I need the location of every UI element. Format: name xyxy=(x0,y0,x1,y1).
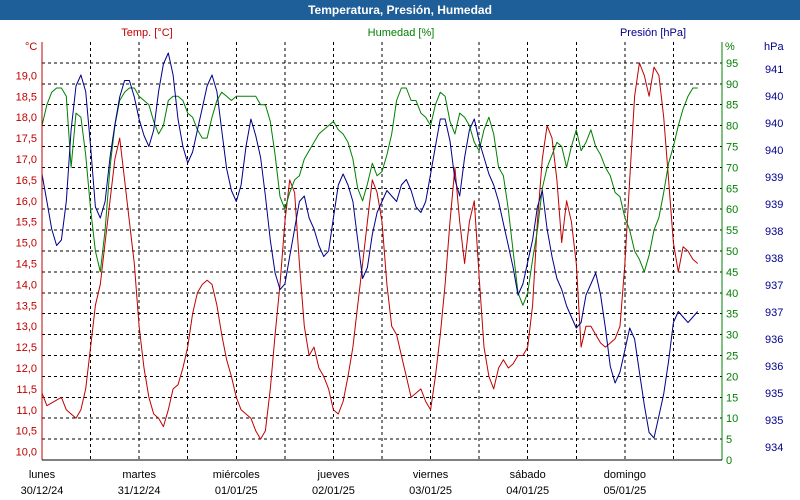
temperature-legend-label: Temp. [°C] xyxy=(121,27,172,39)
axes: 10,0 10,5 11,0 11,5 12,0 12,5 13,0 13,5 14,0 14,5… xyxy=(16,27,785,497)
humidity-tick-label: 35 xyxy=(726,309,738,321)
series-presi-n-hpa xyxy=(41,52,699,439)
temperature-tick-label: 10,0 xyxy=(16,447,37,459)
humidity-tick-label: 80 xyxy=(726,121,738,133)
pressure-tick-label: 940 xyxy=(765,91,783,103)
pressure-tick-label: 935 xyxy=(765,388,783,400)
temperature-tick-label: 12,0 xyxy=(16,363,37,375)
grid xyxy=(41,42,723,461)
x-tick-day-label: miércoles xyxy=(213,469,261,481)
chart-title: Temperatura, Presión, Humedad xyxy=(0,0,800,20)
x-tick-day-label: martes xyxy=(122,469,156,481)
pressure-tick-label: 938 xyxy=(765,253,783,265)
x-tick-date-label: 03/01/25 xyxy=(409,485,452,497)
humidity-tick-label: 5 xyxy=(726,434,732,446)
humidity-tick-label: 10 xyxy=(726,413,738,425)
temperature-tick-label: 12,5 xyxy=(16,342,37,354)
series-temp-c xyxy=(41,62,699,440)
humidity-tick-label: 75 xyxy=(726,142,738,154)
temperature-tick-label: 16,5 xyxy=(16,175,37,187)
temperature-tick-label: 17,0 xyxy=(16,154,37,166)
humidity-tick-label: 30 xyxy=(726,330,738,342)
x-tick-day-label: jueves xyxy=(317,469,350,481)
pressure-unit-label: hPa xyxy=(764,41,784,53)
humidity-unit-label: % xyxy=(725,41,735,53)
humidity-tick-label: 60 xyxy=(726,204,738,216)
humidity-tick-label: 20 xyxy=(726,371,738,383)
x-tick-date-label: 02/01/25 xyxy=(312,485,355,497)
x-tick-day-label: sábado xyxy=(510,469,546,481)
temperature-tick-label: 17,5 xyxy=(16,133,37,145)
x-tick-day-label: domingo xyxy=(604,469,646,481)
humidity-tick-label: 40 xyxy=(726,288,738,300)
humidity-tick-label: 70 xyxy=(726,162,738,174)
pressure-legend-label: Presión [hPa] xyxy=(620,27,686,39)
temperature-tick-label: 18,0 xyxy=(16,112,37,124)
pressure-tick-label: 937 xyxy=(765,307,783,319)
pressure-tick-label: 939 xyxy=(765,199,783,211)
x-tick-day-label: lunes xyxy=(29,469,56,481)
x-tick-date-label: 05/01/25 xyxy=(603,485,646,497)
humidity-tick-label: 25 xyxy=(726,351,738,363)
humidity-legend-label: Humedad [%] xyxy=(368,27,435,39)
temperature-tick-label: 18,5 xyxy=(16,91,37,103)
temperature-tick-label: 13,0 xyxy=(16,321,37,333)
temperature-tick-label: 13,5 xyxy=(16,300,37,312)
humidity-tick-label: 50 xyxy=(726,246,738,258)
pressure-tick-label: 936 xyxy=(765,361,783,373)
humidity-tick-label: 0 xyxy=(726,455,732,467)
humidity-tick-label: 85 xyxy=(726,100,738,112)
pressure-tick-label: 934 xyxy=(765,442,783,454)
temperature-tick-label: 10,5 xyxy=(16,426,37,438)
x-tick-date-label: 01/01/25 xyxy=(215,485,258,497)
x-tick-day-label: viernes xyxy=(413,469,449,481)
x-tick-date-label: 31/12/24 xyxy=(118,485,161,497)
temperature-tick-label: 16,0 xyxy=(16,196,37,208)
humidity-tick-label: 15 xyxy=(726,392,738,404)
humidity-tick-label: 95 xyxy=(726,58,738,70)
temperature-tick-label: 11,5 xyxy=(16,384,37,396)
temperature-tick-label: 15,0 xyxy=(16,238,37,250)
pressure-tick-label: 940 xyxy=(765,118,783,130)
pressure-tick-label: 939 xyxy=(765,172,783,184)
humidity-tick-label: 90 xyxy=(726,79,738,91)
series-humedad xyxy=(41,87,698,306)
humidity-tick-label: 55 xyxy=(726,225,738,237)
pressure-tick-label: 936 xyxy=(765,334,783,346)
humidity-tick-label: 45 xyxy=(726,267,738,279)
pressure-tick-label: 941 xyxy=(765,64,783,76)
temperature-tick-label: 19,0 xyxy=(16,70,37,82)
x-tick-date-label: 30/12/24 xyxy=(21,485,64,497)
temperature-tick-label: 15,5 xyxy=(16,217,37,229)
temperature-tick-label: 14,0 xyxy=(16,279,37,291)
pressure-tick-label: 940 xyxy=(765,145,783,157)
humidity-tick-label: 65 xyxy=(726,183,738,195)
x-tick-date-label: 04/01/25 xyxy=(506,485,549,497)
series-layer xyxy=(41,52,699,440)
pressure-tick-label: 935 xyxy=(765,415,783,427)
temperature-tick-label: 11,0 xyxy=(16,405,37,417)
pressure-tick-label: 938 xyxy=(765,226,783,238)
pressure-tick-label: 937 xyxy=(765,280,783,292)
temperature-unit-label: °C xyxy=(25,41,37,53)
temperature-tick-label: 14,5 xyxy=(16,259,37,271)
